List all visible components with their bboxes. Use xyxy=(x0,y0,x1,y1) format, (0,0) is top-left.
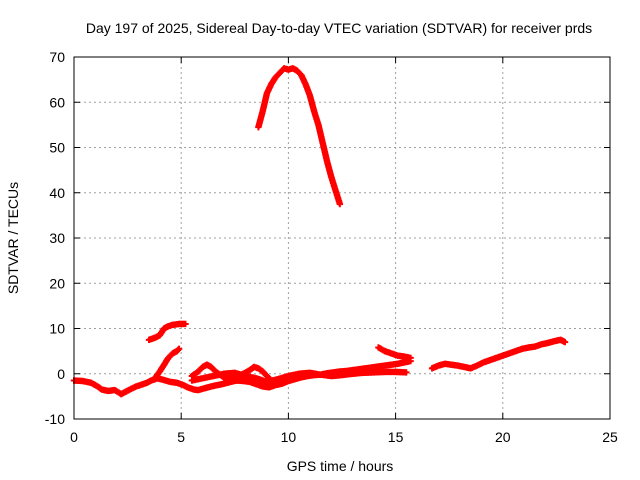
grid-lines xyxy=(74,57,610,419)
data-point xyxy=(561,338,569,346)
data-points xyxy=(70,65,569,398)
y-tick-label: 60 xyxy=(49,94,65,110)
x-tick-label: 5 xyxy=(177,429,185,445)
y-tick-label: 20 xyxy=(49,275,65,291)
data-point xyxy=(407,354,414,362)
y-tick-label: 70 xyxy=(49,49,65,65)
y-tick-label: -10 xyxy=(45,411,65,427)
y-tick-label: 30 xyxy=(49,230,65,246)
data-point xyxy=(336,200,344,208)
plot-frame xyxy=(73,56,611,420)
x-tick-label: 25 xyxy=(602,429,618,445)
data-point xyxy=(175,345,183,353)
x-axis-label: GPS time / hours xyxy=(287,458,394,474)
y-tick-label: 10 xyxy=(49,321,65,337)
x-tick-label: 10 xyxy=(281,429,297,445)
y-tick-label: 40 xyxy=(49,185,65,201)
y-tick-label: 50 xyxy=(49,140,65,156)
data-point xyxy=(174,346,182,354)
y-axis-label: SDTVAR / TECUs xyxy=(5,182,21,294)
data-point xyxy=(182,320,189,328)
x-tick-label: 0 xyxy=(70,429,78,445)
data-point xyxy=(403,369,410,376)
x-tick-label: 20 xyxy=(495,429,511,445)
y-tick-label: 0 xyxy=(57,366,65,382)
chart-title: Day 197 of 2025, Sidereal Day-to-day VTE… xyxy=(86,20,592,36)
x-tick-label: 15 xyxy=(388,429,404,445)
